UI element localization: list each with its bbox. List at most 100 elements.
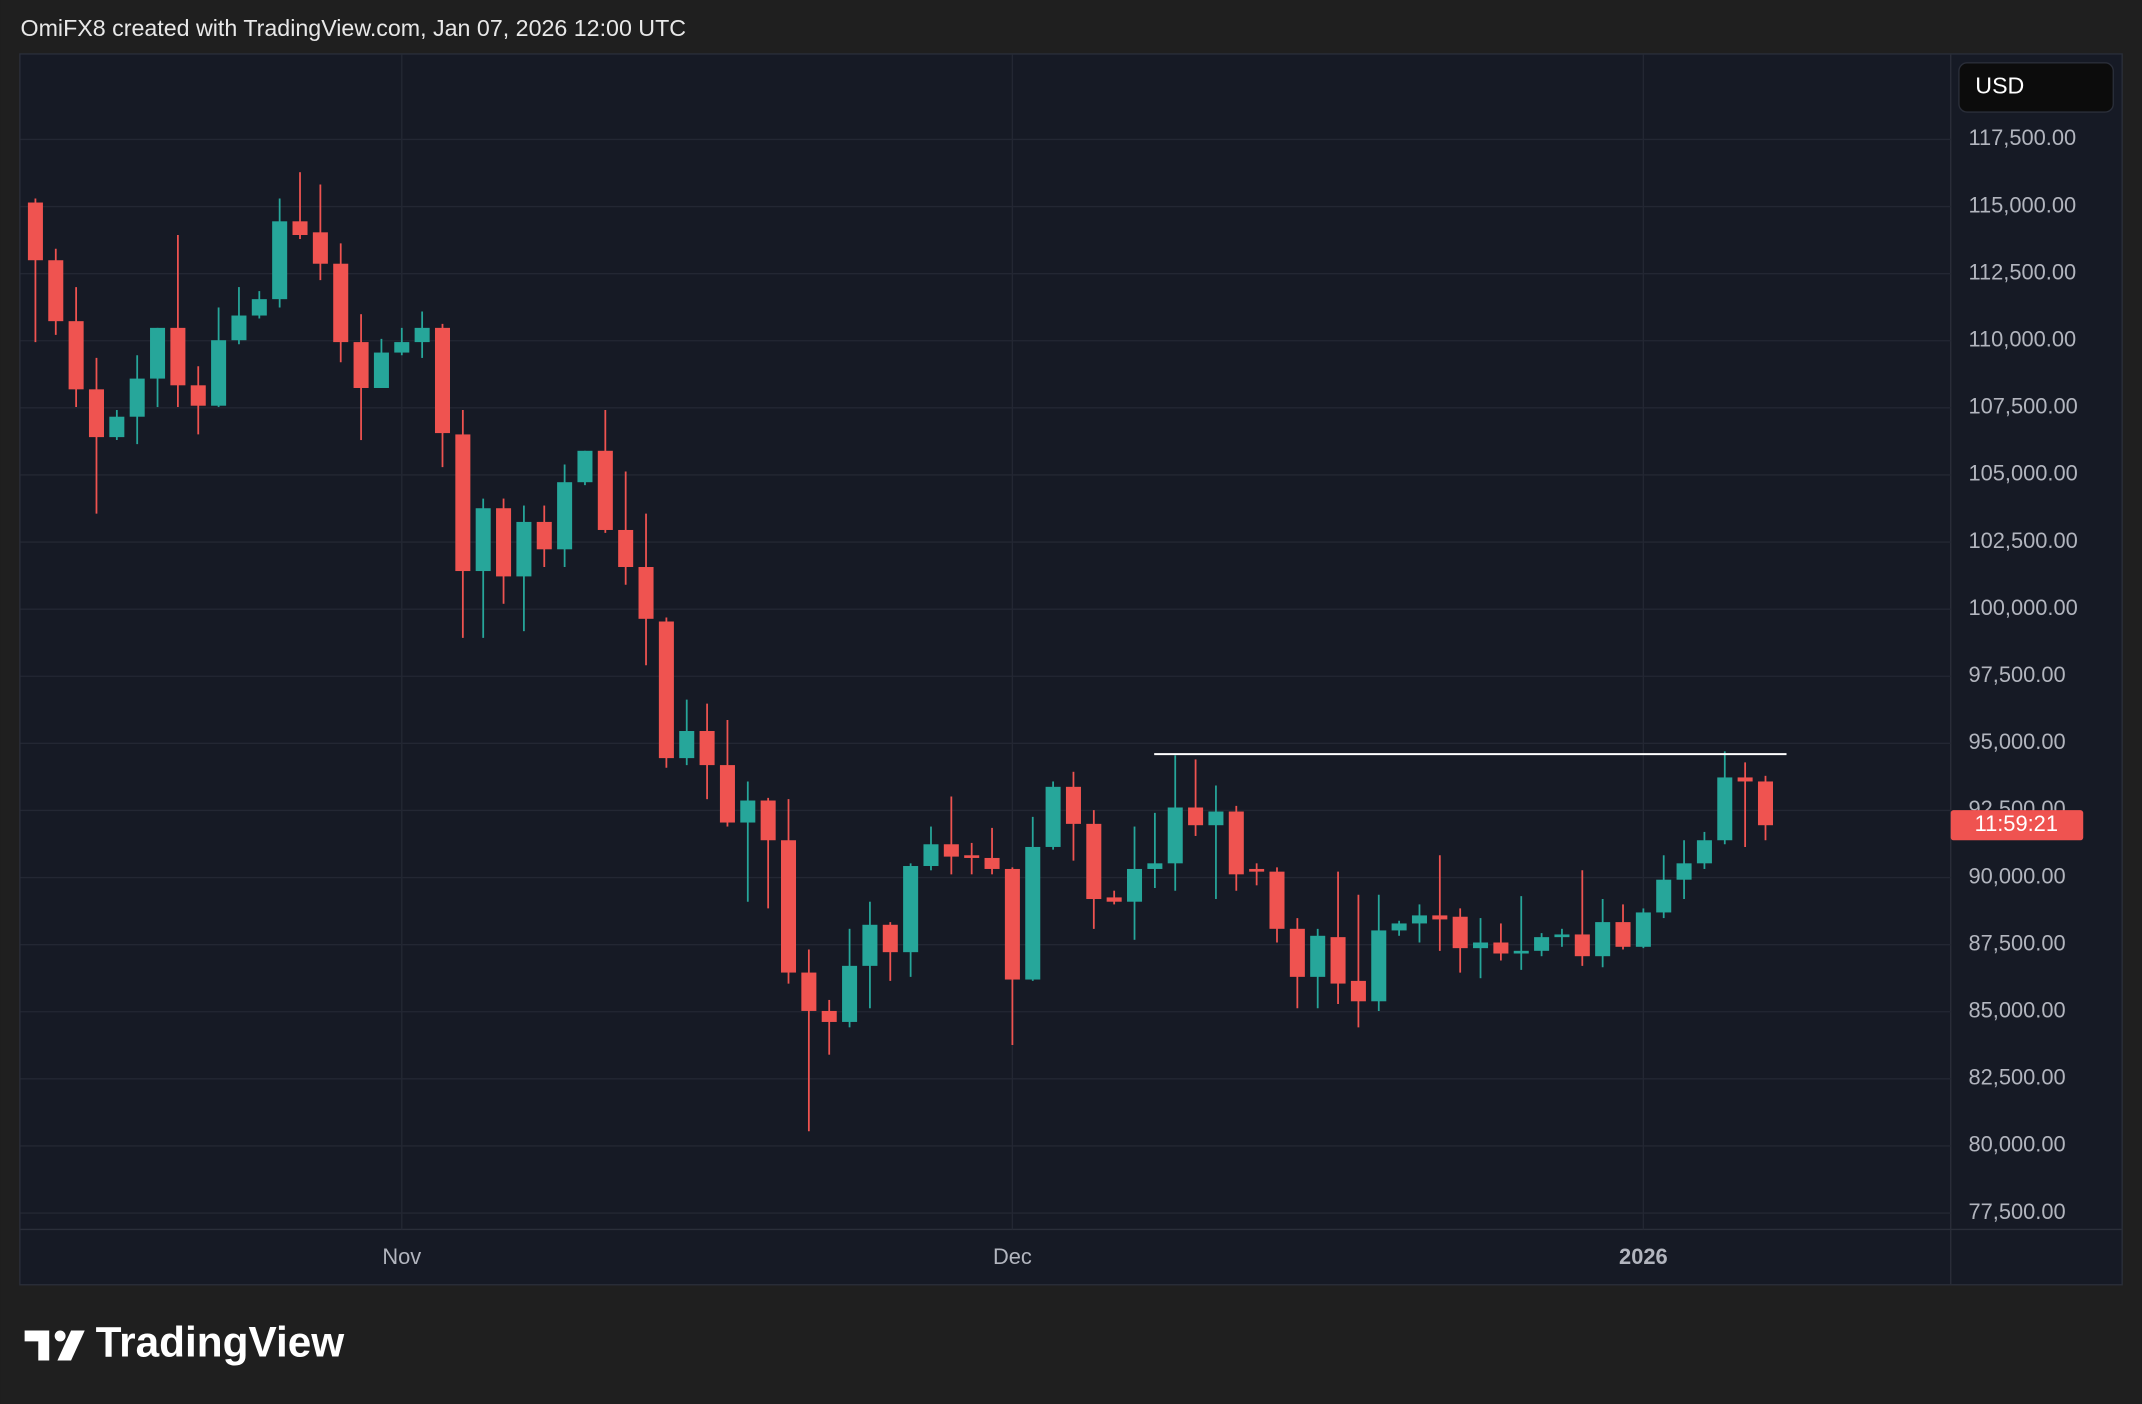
candle-body <box>1269 871 1285 929</box>
currency[interactable]: USD <box>1975 73 2024 99</box>
candle-body <box>1676 863 1692 880</box>
y-tick-label: 105,000.00 <box>1968 461 2077 486</box>
candle-body <box>638 567 654 619</box>
y-tick-label: 97,500.00 <box>1968 662 2065 687</box>
candle-body <box>109 416 125 438</box>
candle-body <box>1432 915 1448 920</box>
candle-body <box>1045 786 1061 847</box>
candle-body <box>1391 923 1407 931</box>
candle-body <box>597 450 613 530</box>
candle-body <box>333 263 349 343</box>
candle-body <box>1534 937 1550 951</box>
y-tick-label: 85,000.00 <box>1968 998 2065 1023</box>
y-tick-label: 117,500.00 <box>1968 125 2076 150</box>
candle-body <box>903 866 919 953</box>
candle-body <box>536 521 552 550</box>
brand: TradingView <box>96 1319 345 1366</box>
y-tick-label: 95,000.00 <box>1968 729 2065 754</box>
candle-body <box>1025 846 1041 980</box>
candle-body <box>1717 777 1733 841</box>
candle-body <box>557 482 573 550</box>
candle-body <box>923 844 939 867</box>
candle-body <box>760 800 776 841</box>
candle-body <box>475 508 491 572</box>
candle-body <box>1106 897 1122 902</box>
candle-body <box>68 321 84 390</box>
candle-body <box>353 342 369 388</box>
candle-body <box>1473 942 1489 949</box>
chart-panel <box>19 53 2123 1286</box>
countdown: 11:59:21 <box>1975 811 2058 836</box>
y-tick-label: 90,000.00 <box>1968 863 2065 888</box>
candle-body <box>1004 868 1020 980</box>
y-tick-label: 107,500.00 <box>1968 394 2077 419</box>
candle-body <box>1737 777 1753 782</box>
candle-body <box>190 385 206 406</box>
candle-body <box>434 327 451 434</box>
candle-body <box>1757 781 1773 826</box>
candle-body <box>1228 811 1244 875</box>
candle-body <box>414 327 430 343</box>
candle-body <box>964 855 980 858</box>
candle-body <box>129 378 145 417</box>
candle-body <box>150 327 166 379</box>
candle-body <box>719 765 735 823</box>
candle-body <box>577 450 593 483</box>
candle-body <box>516 521 532 577</box>
candle-body <box>1249 868 1265 872</box>
candle-body <box>292 221 308 236</box>
header: OmiFX8 created with TradingView.com, Jan… <box>21 15 687 41</box>
candle-body <box>1656 879 1672 913</box>
candle-body <box>984 857 1000 869</box>
y-tick-label: 110,000.00 <box>1968 327 2076 352</box>
candle-body <box>88 389 104 438</box>
candle-body <box>740 800 756 823</box>
currency-button[interactable] <box>1958 62 2114 113</box>
candle-body <box>272 221 288 300</box>
y-tick-label: 102,500.00 <box>1968 528 2077 553</box>
candle-body <box>312 232 328 264</box>
candle-body <box>842 965 858 1022</box>
candle-body <box>1127 868 1143 902</box>
candle-body <box>1188 807 1204 826</box>
candle-body <box>394 342 410 353</box>
candle-body <box>1371 930 1387 1002</box>
candle-body <box>1493 942 1509 954</box>
candle-body <box>943 844 959 857</box>
y-tick-label: 82,500.00 <box>1968 1065 2065 1090</box>
brand-logo <box>24 1330 85 1361</box>
candle-body <box>1554 934 1570 938</box>
candle-body <box>1635 912 1651 947</box>
plot <box>27 172 1787 1132</box>
candle-body <box>1350 980 1366 1002</box>
candle-body <box>699 731 715 766</box>
candle-body <box>455 434 471 572</box>
candle-body <box>821 1010 837 1022</box>
candle-body <box>862 924 878 966</box>
candle-body <box>231 315 247 341</box>
y-tick-label: 80,000.00 <box>1968 1132 2065 1157</box>
candle-body <box>496 508 512 577</box>
candle-body <box>1167 807 1183 864</box>
candle-body <box>1574 934 1590 957</box>
axes: 77,500.00 80,000.00 82,500.00 85,000.00 87,5… <box>382 125 2077 1269</box>
x-tick-label: Dec <box>993 1244 1032 1269</box>
candle-body <box>1595 922 1611 957</box>
candle-body <box>1513 950 1529 954</box>
y-tick-label: 77,500.00 <box>1968 1199 2065 1224</box>
candle-body <box>882 924 898 953</box>
candle-body <box>1696 840 1712 864</box>
candle-body <box>780 840 797 973</box>
candle-body <box>170 327 186 386</box>
candle-body <box>211 340 227 406</box>
y-tick-label: 115,000.00 <box>1968 192 2076 217</box>
candle-body <box>679 731 695 759</box>
y-tick-label: 112,500.00 <box>1968 259 2076 284</box>
candle-body <box>1330 937 1346 984</box>
candle-body <box>1289 928 1305 977</box>
candle-body <box>801 972 817 1011</box>
candle-body <box>1147 863 1163 869</box>
candle-body <box>251 299 267 316</box>
grid <box>20 54 1951 1230</box>
